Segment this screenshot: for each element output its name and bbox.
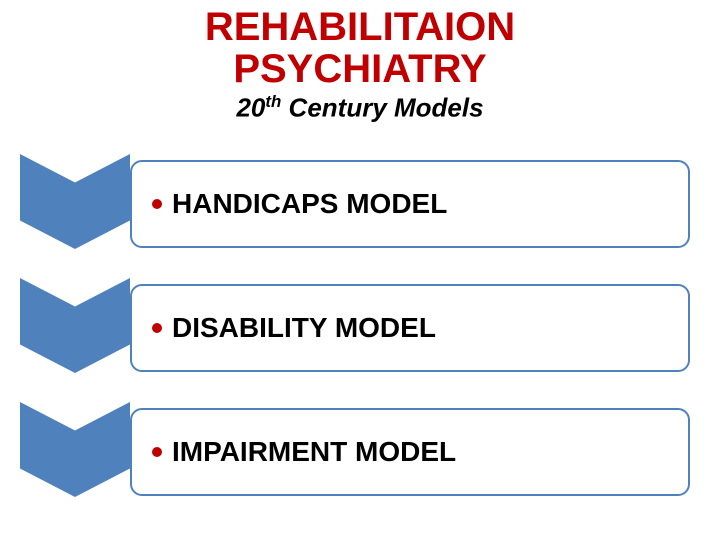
model-label: HANDICAPS MODEL xyxy=(172,188,447,220)
list-row: IMPAIRMENT MODEL xyxy=(20,408,690,496)
chevron-wrap xyxy=(20,408,130,496)
model-label: IMPAIRMENT MODEL xyxy=(172,436,456,468)
bullet-icon xyxy=(152,447,162,457)
chevron-down-icon xyxy=(20,402,130,497)
model-label: DISABILITY MODEL xyxy=(172,312,436,344)
slide-title: REHABILITAION PSYCHIATRY xyxy=(0,0,720,90)
title-line1: REHABILITAION xyxy=(0,6,720,48)
subtitle-sup: th xyxy=(265,92,281,111)
bullet-icon xyxy=(152,199,162,209)
slide-subtitle: 20th Century Models xyxy=(0,92,720,124)
chevron-wrap xyxy=(20,160,130,248)
model-box: IMPAIRMENT MODEL xyxy=(130,408,690,496)
subtitle-prefix: 20 xyxy=(236,93,265,123)
chevron-down-icon xyxy=(20,278,130,373)
chevron-wrap xyxy=(20,284,130,372)
model-box: DISABILITY MODEL xyxy=(130,284,690,372)
rows-container: HANDICAPS MODEL DISABILITY MODEL IMPAIRMEN… xyxy=(20,160,690,496)
model-box: HANDICAPS MODEL xyxy=(130,160,690,248)
bullet-icon xyxy=(152,323,162,333)
subtitle-suffix: Century Models xyxy=(281,93,483,123)
list-row: DISABILITY MODEL xyxy=(20,284,690,372)
chevron-down-icon xyxy=(20,154,130,249)
title-line2: PSYCHIATRY xyxy=(0,48,720,90)
list-row: HANDICAPS MODEL xyxy=(20,160,690,248)
